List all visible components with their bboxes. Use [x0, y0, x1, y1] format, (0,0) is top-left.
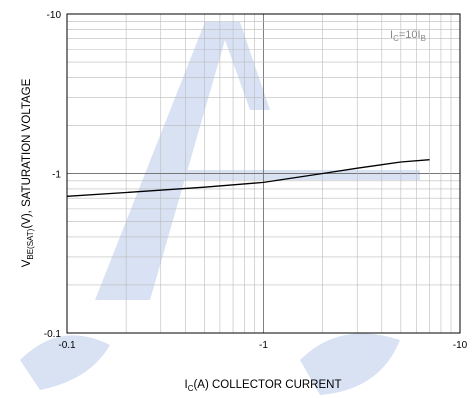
y-title-main: V	[21, 259, 33, 267]
y-tick-label: -1	[52, 170, 61, 181]
plot-frame	[66, 13, 461, 334]
x-tick-label: -1	[259, 340, 268, 351]
x-title-rest: (A) COLLECTOR CURRENT	[193, 379, 341, 391]
watermark-swoosh	[20, 335, 110, 390]
annotation-ic-10ib: IC=10IB	[390, 29, 426, 43]
watermark-arc	[300, 333, 400, 395]
y-title-sub: BE(SAT)	[26, 228, 35, 259]
grid	[67, 14, 460, 333]
annotation-sub1: C	[393, 34, 399, 43]
series-group	[66, 159, 430, 197]
y-title-rest: (V), SATURATION VOLTAGE	[21, 78, 33, 228]
y-tick-labels: -0.1 -1 -10	[44, 10, 62, 340]
annotation-main: I	[390, 29, 393, 41]
y-tick-label: -10	[47, 10, 62, 21]
x-title-main: I	[184, 379, 187, 391]
annotation-middle: =10I	[399, 29, 421, 41]
watermark-triangle	[95, 22, 270, 300]
watermark-band	[150, 170, 420, 180]
x-tick-labels: -0.1 -1 -10	[58, 340, 467, 351]
y-tick-label: -0.1	[44, 329, 62, 340]
x-tick-label: -0.1	[58, 340, 76, 351]
x-axis-title: IC(A) COLLECTOR CURRENT	[184, 379, 341, 393]
x-tick-label: -10	[453, 340, 468, 351]
watermark	[20, 22, 420, 395]
series-line	[66, 159, 430, 197]
x-title-sub: C	[188, 384, 194, 393]
annotation-sub2: B	[421, 34, 426, 43]
y-axis-title: VBE(SAT)(V), SATURATION VOLTAGE	[21, 78, 35, 267]
